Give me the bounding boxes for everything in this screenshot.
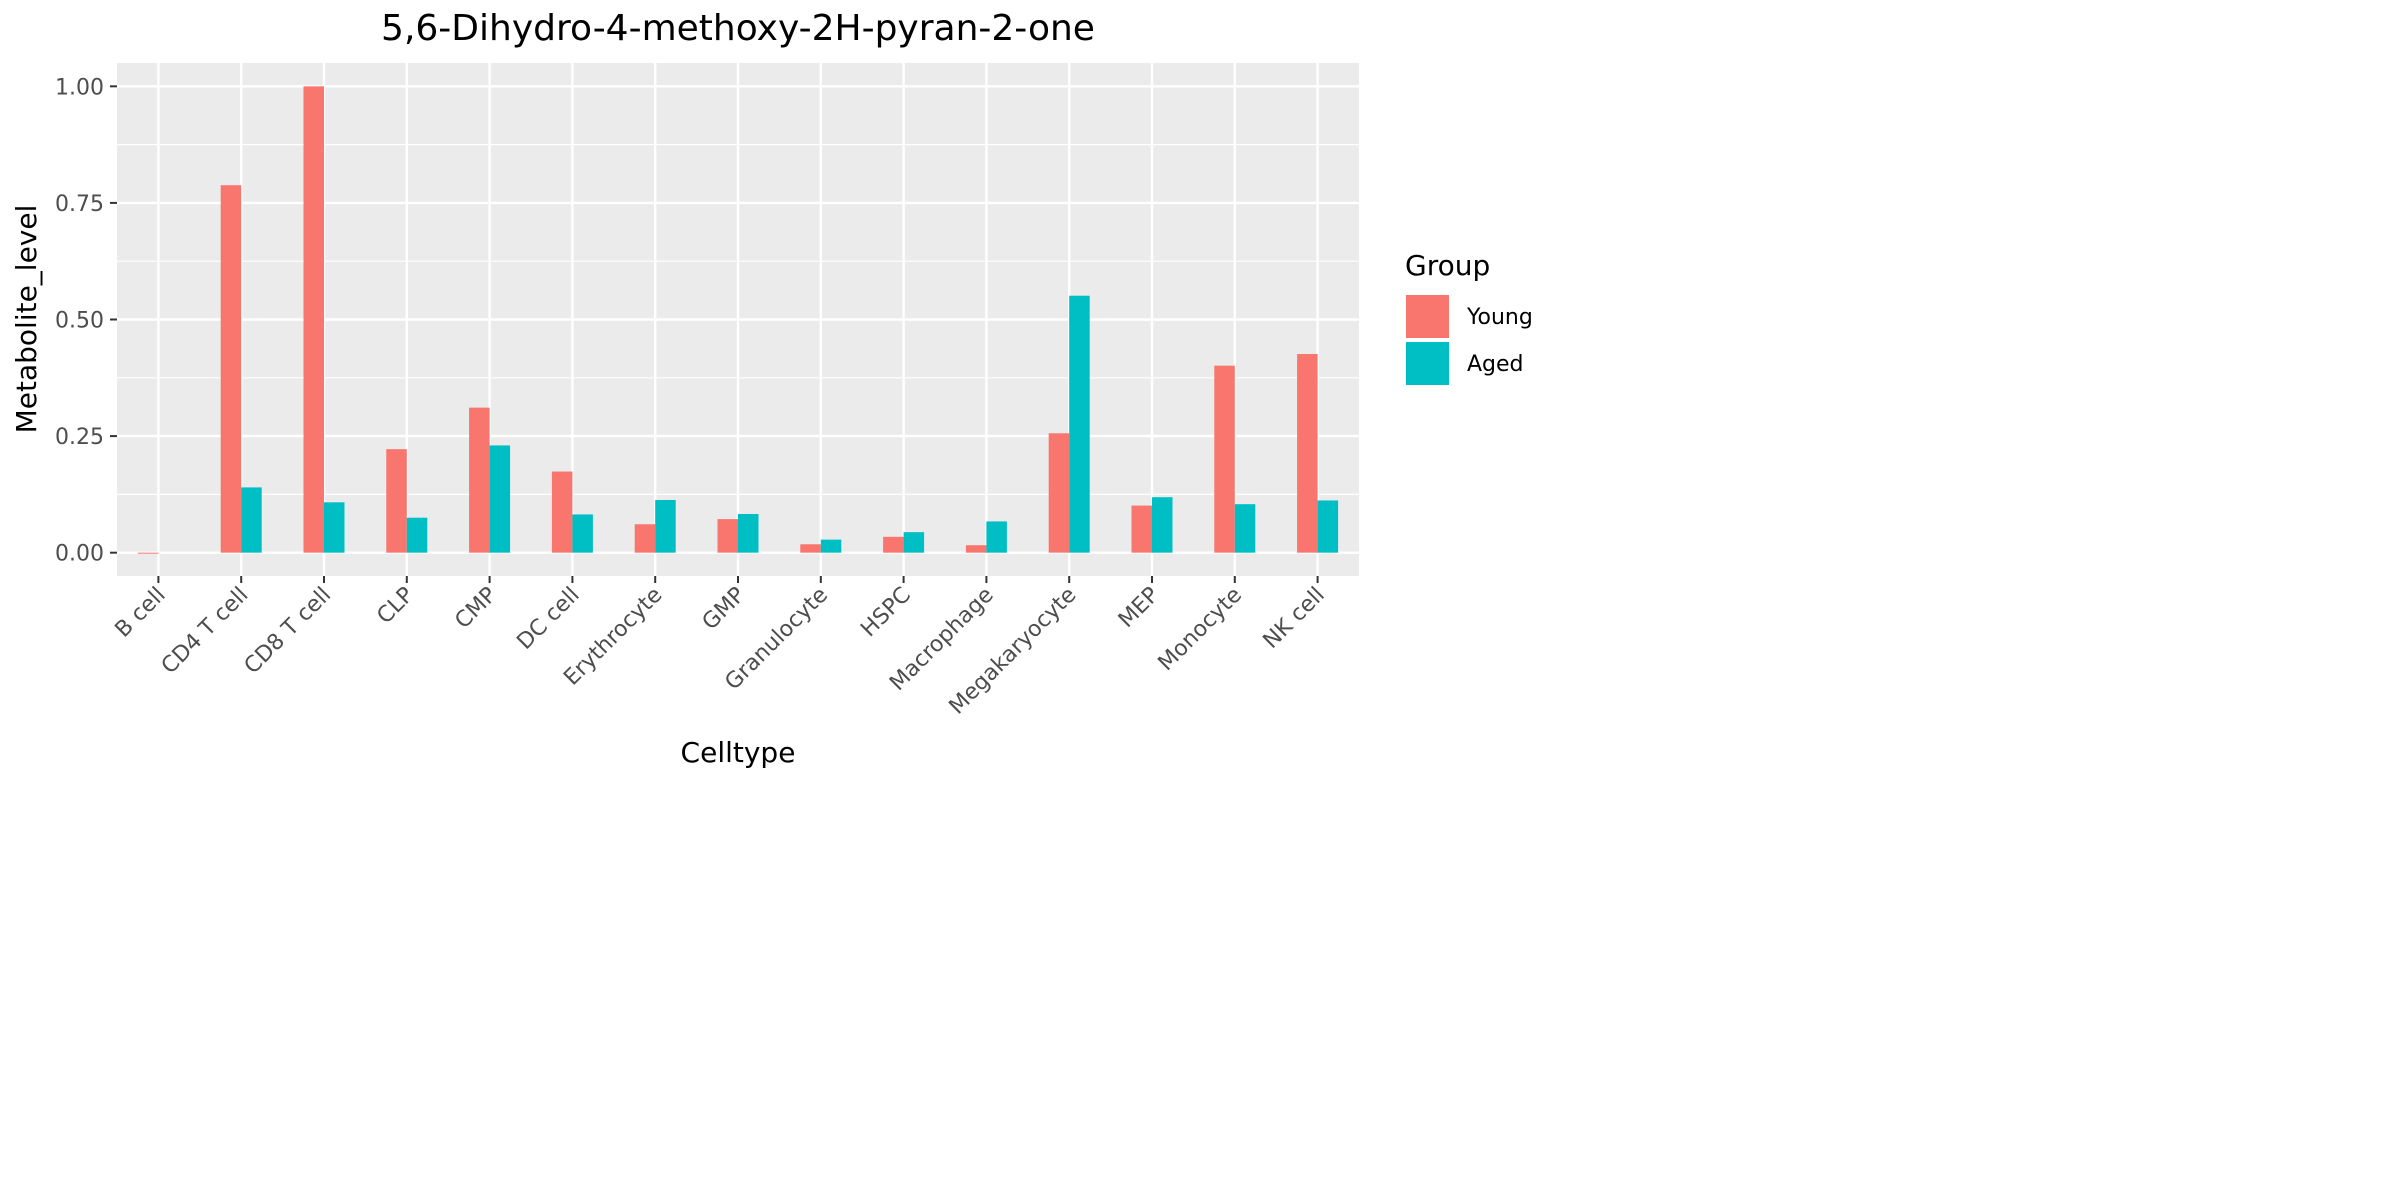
y-tick-label: 0.25 — [55, 425, 104, 450]
bars — [137, 86, 1339, 554]
x-tick-label: CLP — [372, 583, 419, 630]
bar-aged — [324, 502, 345, 553]
legend-label-young: Young — [1466, 305, 1533, 330]
bar-young — [137, 552, 159, 554]
bar-aged — [986, 521, 1007, 553]
bar-aged — [1317, 500, 1339, 553]
bar-aged — [738, 513, 759, 553]
bar-young — [965, 545, 987, 553]
legend: Group Young Aged — [1405, 249, 1533, 385]
x-tick-label: GMP — [698, 583, 751, 636]
x-tick-label: DC cell — [512, 583, 584, 655]
bar-young — [883, 536, 904, 553]
bar-young — [303, 86, 324, 553]
bar-aged — [655, 499, 676, 553]
y-tick-label: 0.00 — [55, 542, 104, 567]
bar-aged — [820, 539, 842, 553]
bar-aged — [903, 532, 925, 553]
bar-young — [800, 544, 821, 553]
x-tick-label: NK cell — [1259, 583, 1330, 654]
bar-young — [469, 407, 490, 553]
bar-young — [1297, 354, 1318, 553]
bar-aged — [489, 445, 511, 553]
chart-title: 5,6-Dihydro-4-methoxy-2H-pyran-2-one — [381, 8, 1095, 49]
bar-young — [1214, 365, 1235, 553]
x-tick-label: MEP — [1114, 583, 1164, 633]
x-axis-title: Celltype — [681, 736, 796, 769]
y-axis-title: Metabolite_level — [10, 205, 43, 434]
bar-aged — [1234, 504, 1256, 553]
y-tick-label: 0.50 — [55, 309, 104, 334]
x-tick-label: CD8 T cell — [240, 583, 337, 680]
bar-young — [634, 524, 656, 553]
legend-label-aged: Aged — [1467, 352, 1524, 377]
bar-young — [220, 185, 242, 553]
bar-young — [717, 519, 738, 553]
x-tick-label: B cell — [111, 583, 171, 643]
bar-aged — [241, 487, 262, 553]
bar-aged — [1069, 295, 1090, 553]
legend-title: Group — [1405, 249, 1490, 282]
bar-young — [386, 449, 407, 553]
x-tick-label: Monocyte — [1154, 583, 1247, 676]
y-tick-label: 1.00 — [55, 75, 104, 100]
bar-young — [1048, 433, 1070, 553]
x-tick-label: CD4 T cell — [157, 583, 254, 680]
bar-young — [551, 471, 573, 553]
y-tick-label: 0.75 — [55, 192, 104, 217]
bar-chart: 5,6-Dihydro-4-methoxy-2H-pyran-2-one 0.0… — [10, 8, 1533, 769]
x-tick-label: HSPC — [856, 583, 915, 642]
bar-aged — [1152, 497, 1173, 553]
bar-young — [1131, 505, 1152, 553]
bar-aged — [572, 514, 593, 553]
x-tick-label: CMP — [451, 583, 502, 634]
legend-swatch-young — [1406, 295, 1449, 338]
bar-aged — [406, 517, 428, 553]
y-axis: 0.00 0.25 0.50 0.75 1.00 — [55, 75, 117, 567]
legend-swatch-aged — [1406, 342, 1449, 385]
